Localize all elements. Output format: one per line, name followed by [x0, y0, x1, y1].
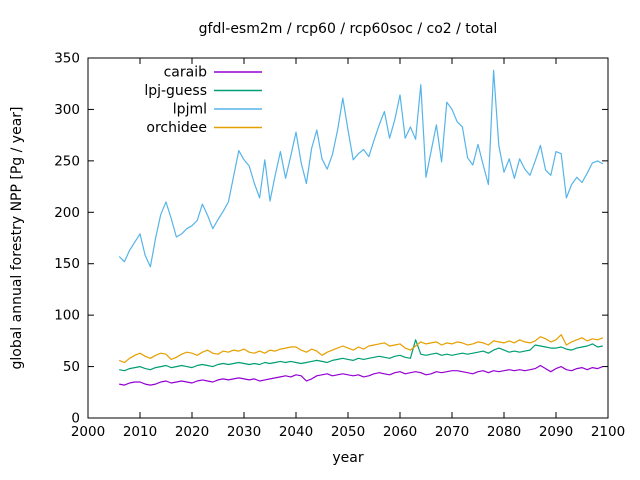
series-line-orchidee: [118, 334, 604, 364]
chart-title: gfdl-esm2m / rcp60 / rcp60soc / co2 / to…: [198, 21, 498, 37]
series-line-lpjml: [118, 69, 604, 268]
legend-label-caraib: caraib: [164, 65, 208, 81]
x-tick-label: 2090: [539, 424, 573, 440]
series-line-lpj-guess: [119, 339, 603, 372]
series-line-caraib: [119, 364, 604, 386]
legend-label-lpjml: lpjml: [173, 102, 207, 118]
x-tick-label: 2010: [123, 424, 157, 440]
x-tick-label: 2080: [487, 424, 521, 440]
x-tick-label: 2070: [435, 424, 469, 440]
legend-label-lpj-guess: lpj-guess: [144, 83, 207, 99]
y-tick-label: 300: [54, 102, 80, 118]
x-tick-label: 2060: [383, 424, 417, 440]
y-tick-label: 0: [71, 411, 80, 427]
x-tick-label: 2040: [279, 424, 313, 440]
y-tick-label: 150: [54, 256, 80, 272]
y-tick-label: 200: [54, 205, 80, 221]
y-tick-label: 50: [63, 359, 80, 375]
legend-label-orchidee: orchidee: [146, 120, 207, 136]
y-tick-label: 350: [54, 51, 80, 67]
x-tick-label: 2000: [71, 424, 105, 440]
y-tick-label: 250: [54, 153, 80, 169]
y-tick-label: 100: [54, 308, 80, 324]
x-tick-label: 2030: [227, 424, 261, 440]
x-axis-label: year: [332, 450, 364, 466]
x-tick-label: 2020: [175, 424, 209, 440]
x-tick-label: 2100: [591, 424, 625, 440]
plot-border: [87, 57, 609, 419]
x-tick-label: 2050: [331, 424, 365, 440]
